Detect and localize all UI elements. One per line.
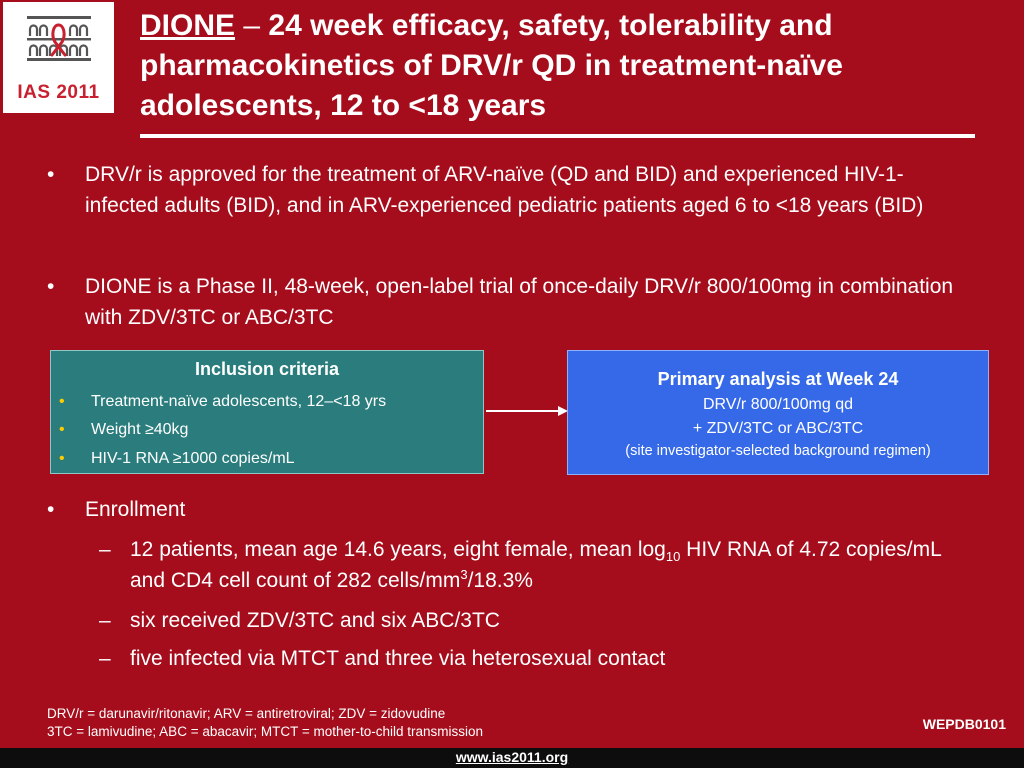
sub-bullet-regimens: – six received ZDV/3TC and six ABC/3TC <box>99 605 979 636</box>
sub-bullet-marker: – <box>99 538 111 561</box>
bullet-marker: • <box>47 163 55 186</box>
sub-bullet-marker: – <box>99 609 111 632</box>
title-dash: – <box>243 9 261 42</box>
sub-bullet-marker: – <box>99 647 111 670</box>
title-study-name: DIONE <box>140 9 236 42</box>
log-subscript: 10 <box>665 549 681 565</box>
primary-note-line: (site investigator-selected background r… <box>625 443 931 459</box>
primary-analysis-box: Primary analysis at Week 24 DRV/r 800/10… <box>567 350 989 475</box>
poster-code: WEPDB0101 <box>922 716 1006 732</box>
sub-text-part: /18.3% <box>467 569 533 592</box>
colosseum-ribbon-icon <box>27 16 91 61</box>
inclusion-criteria-title: Inclusion criteria <box>194 359 340 379</box>
abbreviations-footnote: DRV/r = darunavir/ritonavir; ARV = antir… <box>47 705 483 741</box>
criteria-item: • Weight ≥40kg <box>59 421 188 439</box>
ias-2011-logo: IAS 2011 <box>3 2 114 113</box>
arrow-right-icon <box>486 406 568 416</box>
bullet-trial-design: • DIONE is a Phase II, 48-week, open-lab… <box>47 271 977 333</box>
footer-url-link[interactable]: www.ias2011.org <box>455 749 569 765</box>
criteria-text: Weight ≥40kg <box>91 421 189 438</box>
criteria-text: HIV-1 RNA ≥1000 copies/mL <box>91 450 295 467</box>
title-divider <box>140 134 975 138</box>
sub-text-part: HIV RNA of 4.72 copies/mL and CD4 cell c… <box>130 538 941 592</box>
sub-bullet-text: 12 patients, mean age 14.6 years, eight … <box>130 534 979 596</box>
inclusion-criteria-box: Inclusion criteria • Treatment-naïve ado… <box>50 350 484 474</box>
sub-bullet-transmission: – five infected via MTCT and three via h… <box>99 643 979 674</box>
title-text: 24 week efficacy, safety, tolerability a… <box>140 9 843 122</box>
criteria-marker: • <box>59 393 65 410</box>
criteria-text: Treatment-naïve adolescents, 12–<18 yrs <box>91 393 387 410</box>
bullet-marker: • <box>47 498 55 521</box>
slide-title: DIONE – 24 week efficacy, safety, tolera… <box>140 6 1020 126</box>
criteria-item: • Treatment-naïve adolescents, 12–<18 yr… <box>59 393 386 411</box>
logo-text: IAS 2011 <box>17 82 100 103</box>
footer-bar: www.ias2011.org <box>0 748 1024 768</box>
criteria-marker: • <box>59 421 65 438</box>
bullet-text: DIONE is a Phase II, 48-week, open-label… <box>85 275 954 329</box>
sub-bullet-text: six received ZDV/3TC and six ABC/3TC <box>130 609 500 632</box>
primary-analysis-title: Primary analysis at Week 24 <box>657 369 899 389</box>
bullet-approval: • DRV/r is approved for the treatment of… <box>47 159 977 221</box>
primary-backbone-line: + ZDV/3TC or ABC/3TC <box>692 420 864 437</box>
primary-regimen-line: DRV/r 800/100mg qd <box>702 396 853 413</box>
sub-bullet-patients: – 12 patients, mean age 14.6 years, eigh… <box>99 534 979 596</box>
bullet-marker: • <box>47 275 55 298</box>
footnote-line: 3TC = lamivudine; ABC = abacavir; MTCT =… <box>47 724 484 739</box>
sub-text-part: 12 patients, mean age 14.6 years, eight … <box>130 538 666 561</box>
bullet-text: Enrollment <box>85 498 186 521</box>
criteria-marker: • <box>59 450 65 467</box>
criteria-item: • HIV-1 RNA ≥1000 copies/mL <box>59 450 295 468</box>
bullet-text: DRV/r is approved for the treatment of A… <box>85 163 924 217</box>
mm-superscript: 3 <box>460 567 468 582</box>
bullet-enrollment: • Enrollment <box>47 494 977 525</box>
sub-bullet-text: five infected via MTCT and three via het… <box>130 647 666 670</box>
footnote-line: DRV/r = darunavir/ritonavir; ARV = antir… <box>47 706 446 721</box>
